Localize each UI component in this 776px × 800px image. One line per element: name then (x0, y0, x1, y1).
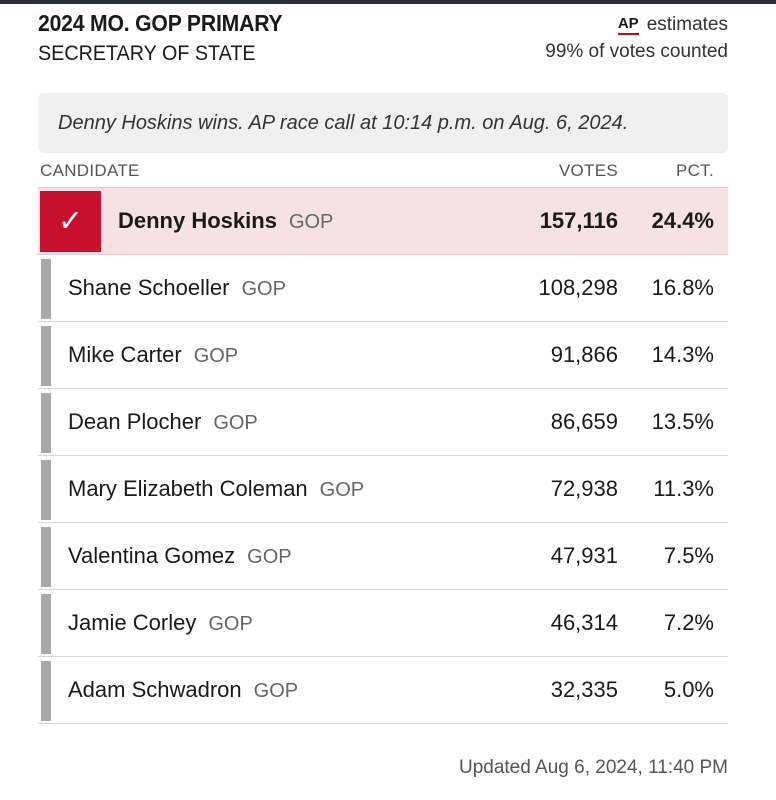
candidate-bar (41, 259, 51, 319)
candidate-votes: 91,866 (550, 342, 618, 367)
top-bar (0, 0, 776, 4)
candidate-party: GOP (208, 613, 253, 635)
table-row: Valentina Gomez GOP 47,931 7.5% (38, 523, 728, 590)
ap-logo: AP (617, 16, 639, 35)
table-row: Jamie Corley GOP 46,314 7.2% (38, 590, 728, 657)
candidate-votes: 157,116 (539, 208, 618, 233)
candidate-name: Mary Elizabeth Coleman (68, 476, 308, 501)
candidate-pct: 11.3% (653, 476, 714, 501)
candidate-name: Denny Hoskins (118, 208, 277, 233)
candidate-name-cell: Shane Schoeller GOP (68, 275, 286, 301)
race-call-box: Denny Hoskins wins. AP race call at 10:1… (38, 93, 728, 153)
candidate-pct: 5.0% (663, 677, 714, 702)
table-row: Mike Carter GOP 91,866 14.3% (38, 322, 728, 389)
header-pct: PCT. (675, 161, 714, 180)
header-votes: VOTES (558, 161, 618, 180)
race-title: 2024 MO. GOP PRIMARY (38, 10, 283, 36)
table-header: CANDIDATE VOTES PCT. (38, 155, 728, 188)
candidate-name-cell: Valentina Gomez GOP (68, 543, 292, 569)
header-candidate: CANDIDATE (40, 161, 140, 180)
candidate-name: Dean Plocher (68, 409, 202, 434)
race-subtitle: SECRETARY OF STATE (38, 42, 256, 65)
candidate-bar (41, 393, 51, 453)
table-row: Shane Schoeller GOP 108,298 16.8% (38, 255, 728, 322)
candidate-pct: 16.8% (651, 275, 714, 300)
candidate-bar (41, 661, 51, 721)
candidate-name: Adam Schwadron (68, 677, 242, 702)
candidate-name: Mike Carter (68, 342, 182, 367)
table-row: Adam Schwadron GOP 32,335 5.0% (38, 657, 728, 724)
estimates-label: estimates (646, 14, 728, 35)
candidate-bar (41, 527, 51, 587)
candidate-name-cell: Jamie Corley GOP (68, 610, 253, 636)
candidate-pct: 13.5% (651, 409, 714, 434)
candidate-name: Valentina Gomez (68, 543, 236, 568)
race-call-text: Denny Hoskins wins. AP race call at 10:1… (58, 111, 629, 134)
candidate-pct: 7.2% (663, 610, 714, 635)
candidate-votes: 108,298 (538, 275, 618, 300)
race-header: 2024 MO. GOP PRIMARY SECRETARY OF STATE … (38, 10, 728, 76)
candidate-name-cell: Denny Hoskins GOP (118, 208, 333, 234)
candidate-bar (41, 326, 51, 386)
winner-check-badge: ✓ (40, 191, 101, 252)
table-row: Mary Elizabeth Coleman GOP 72,938 11.3% (38, 456, 728, 523)
results-table: CANDIDATE VOTES PCT. ✓ Denny Hoskins GOP … (38, 155, 728, 724)
candidate-votes: 72,938 (550, 476, 618, 501)
candidate-name-cell: Adam Schwadron GOP (68, 677, 298, 703)
candidate-bar (41, 460, 51, 520)
candidate-votes: 32,335 (550, 677, 618, 702)
candidate-votes: 47,931 (550, 543, 618, 568)
candidate-name: Shane Schoeller (68, 275, 230, 300)
candidate-name-cell: Mike Carter GOP (68, 342, 238, 368)
candidate-party: GOP (319, 479, 365, 501)
ap-estimates[interactable]: AP estimates (617, 14, 728, 36)
candidate-pct: 7.5% (663, 543, 714, 568)
updated-timestamp: Updated Aug 6, 2024, 11:40 PM (458, 757, 728, 778)
votes-counted: 99% of votes counted (545, 41, 728, 62)
candidate-party: GOP (247, 546, 292, 568)
candidate-votes: 46,314 (550, 610, 618, 635)
candidate-votes: 86,659 (550, 409, 618, 434)
candidate-party: GOP (288, 211, 334, 233)
candidate-party: GOP (213, 412, 258, 434)
table-row: Dean Plocher GOP 86,659 13.5% (38, 389, 728, 456)
candidate-party: GOP (193, 345, 239, 367)
candidate-pct: 14.3% (651, 342, 714, 367)
candidate-name-cell: Mary Elizabeth Coleman GOP (68, 476, 364, 502)
candidate-party: GOP (241, 278, 286, 300)
checkmark-icon: ✓ (57, 204, 84, 238)
candidate-pct: 24.4% (651, 208, 714, 233)
candidate-bar (41, 594, 51, 654)
candidate-party: GOP (253, 680, 299, 702)
candidate-name: Jamie Corley (68, 610, 197, 635)
candidate-name-cell: Dean Plocher GOP (68, 409, 258, 435)
table-row-winner: ✓ Denny Hoskins GOP 157,116 24.4% (38, 188, 728, 255)
